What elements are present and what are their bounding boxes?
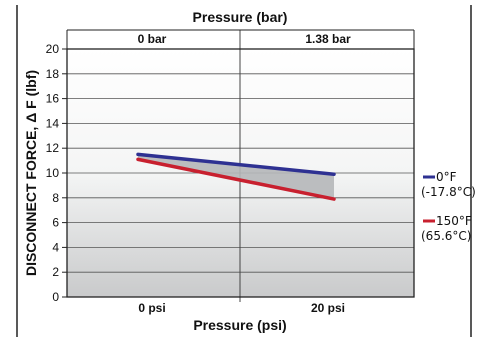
y-tick-label: 2 — [52, 265, 59, 279]
bottom-category-1: 20 psi — [311, 301, 345, 315]
y-tick-label: 10 — [46, 166, 60, 180]
y-axis-ticks: 0 2 4 6 8 10 12 14 16 18 20 — [46, 42, 67, 304]
legend: 0°F (-17.8°C) 150°F (65.6°C) — [421, 170, 476, 243]
y-tick-label: 20 — [46, 42, 60, 56]
y-tick-label: 12 — [46, 141, 60, 155]
series-lines — [136, 152, 336, 201]
y-tick-label: 16 — [46, 92, 60, 106]
y-tick-label: 6 — [52, 216, 59, 230]
y-tick-label: 14 — [46, 116, 60, 130]
y-axis-title: DISCONNECT FORCE, Δ F (lbf) — [23, 70, 39, 276]
series-line-1 — [136, 157, 336, 201]
bottom-category-0: 0 psi — [138, 301, 165, 315]
series-line-0 — [136, 152, 336, 176]
legend-label-1-line2: (65.6°C) — [421, 229, 471, 243]
top-category-1: 1.38 bar — [305, 32, 351, 46]
y-tick-label: 8 — [52, 191, 59, 205]
y-tick-label: 18 — [46, 67, 60, 81]
legend-label-0: 0°F — [436, 170, 457, 184]
top-category-0: 0 bar — [138, 32, 167, 46]
y-tick-label: 0 — [52, 290, 59, 304]
top-axis-title: Pressure (bar) — [193, 9, 288, 25]
bottom-axis-title: Pressure (psi) — [193, 317, 286, 333]
y-tick-label: 4 — [52, 240, 59, 254]
legend-label-0-line2: (-17.8°C) — [421, 185, 476, 199]
legend-label-1: 150°F — [436, 214, 472, 228]
